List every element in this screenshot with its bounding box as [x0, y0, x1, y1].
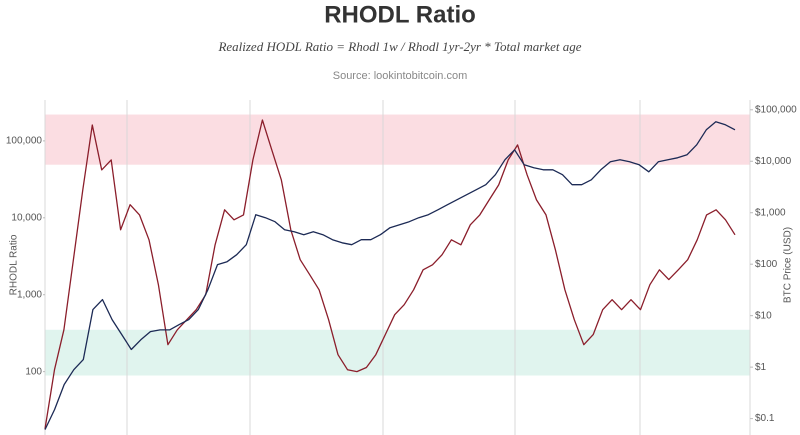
y-tick-label: 100,000 [6, 136, 43, 147]
data-line [44, 121, 736, 430]
chart-source: Source: lookintobitcoin.com [333, 70, 468, 82]
y2-tick-label: $0.1 [755, 413, 775, 424]
y2-tick-label: $1,000 [755, 207, 786, 218]
y2-tick-label: $10,000 [755, 156, 792, 167]
y-tick-label: 1,000 [17, 289, 42, 300]
chart-subtitle: Realized HODL Ratio = Rhodl 1w / Rhodl 1… [217, 39, 581, 54]
y-tick-label: 100 [25, 366, 42, 377]
data-line [44, 119, 736, 430]
y2-axis-label: BTC Price (USD) [783, 227, 794, 303]
y2-tick-label: $1 [755, 362, 767, 373]
y-axis-label: RHODL Ratio [9, 234, 20, 295]
chart-title: RHODL Ratio [324, 1, 476, 28]
threshold-band [45, 329, 750, 376]
y-tick-label: 10,000 [11, 212, 42, 223]
y2-tick-label: $10 [755, 310, 772, 321]
y2-tick-label: $100,000 [755, 104, 797, 115]
threshold-band [45, 114, 750, 165]
bands [45, 114, 750, 376]
y2-tick-label: $100 [755, 259, 778, 270]
